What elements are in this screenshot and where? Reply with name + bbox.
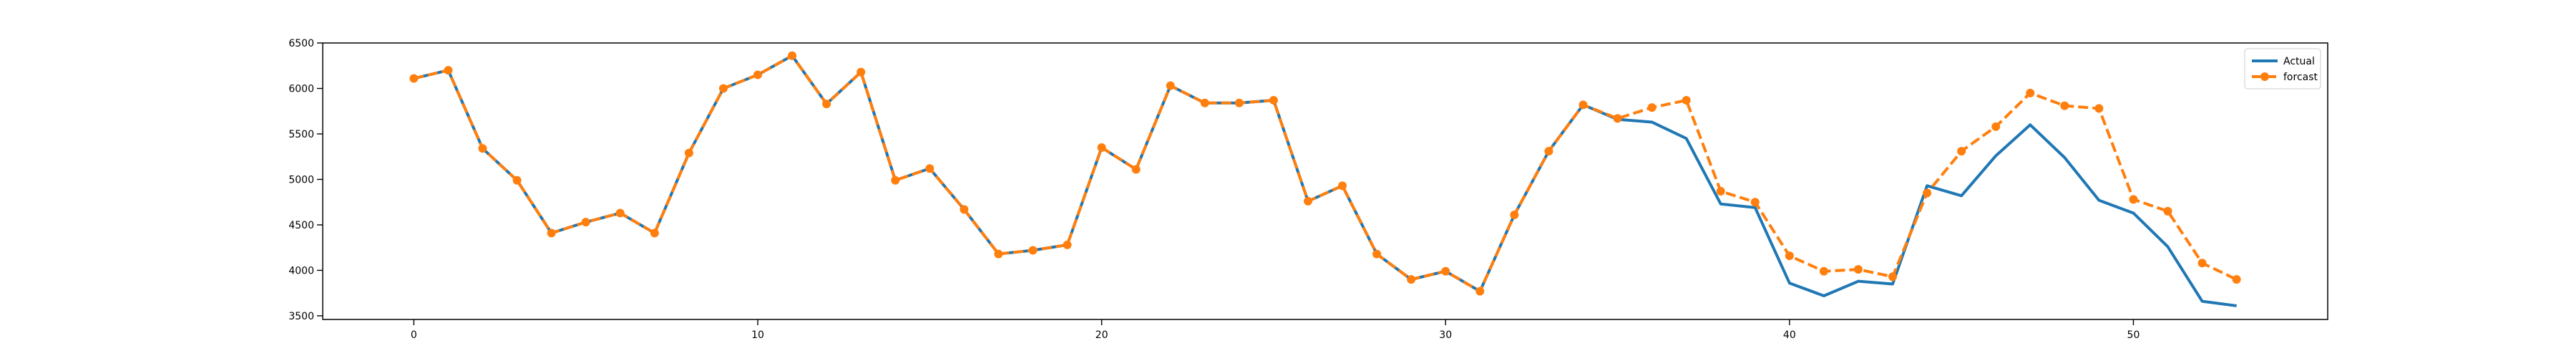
data-point-forcast: [2060, 101, 2069, 110]
data-point-forcast: [960, 205, 969, 214]
data-point-forcast: [1579, 100, 1588, 110]
data-point-forcast: [1269, 95, 1278, 105]
data-point-forcast: [684, 148, 693, 158]
data-point-forcast: [1923, 188, 1932, 198]
data-point-forcast: [788, 51, 797, 60]
data-point-forcast: [1682, 95, 1691, 105]
data-point-forcast: [1441, 266, 1450, 276]
data-point-forcast: [1303, 196, 1312, 206]
data-point-forcast: [994, 249, 1003, 259]
data-point-forcast: [2129, 195, 2138, 204]
data-point-forcast: [1200, 98, 1209, 107]
plot-frame: [322, 42, 2328, 320]
data-point-forcast: [547, 228, 556, 238]
data-point-forcast: [857, 67, 866, 77]
x-tick-label: 10: [751, 329, 764, 341]
data-point-forcast: [1819, 266, 1828, 276]
data-point-forcast: [2026, 88, 2035, 97]
data-point-forcast: [650, 228, 659, 238]
plot-series: [409, 51, 2241, 307]
data-point-forcast: [2232, 275, 2241, 284]
data-point-forcast: [409, 74, 419, 83]
data-point-forcast: [2094, 104, 2104, 113]
legend-label-actual: Actual: [2283, 56, 2315, 67]
data-point-forcast: [1991, 122, 2001, 131]
y-tick-label: 5500: [288, 129, 314, 140]
legend: Actual forcast: [2244, 48, 2321, 90]
data-point-forcast: [1957, 147, 1966, 156]
data-point-forcast: [1785, 251, 1794, 261]
data-point-forcast: [2197, 259, 2207, 268]
y-tick-label: 6500: [288, 38, 314, 49]
data-point-forcast: [1063, 240, 1072, 249]
x-tick-label: 30: [1439, 329, 1452, 341]
data-point-forcast: [1475, 287, 1485, 296]
y-tick-label: 6000: [288, 83, 314, 95]
legend-label-forcast: forcast: [2283, 72, 2318, 83]
data-point-forcast: [581, 218, 590, 227]
x-tick-label: 50: [2127, 329, 2140, 341]
data-point-forcast: [753, 70, 762, 80]
data-point-forcast: [1407, 275, 1416, 284]
data-point-forcast: [1234, 98, 1244, 107]
data-point-forcast: [1338, 181, 1347, 191]
data-point-forcast: [444, 66, 453, 75]
x-tick-label: 20: [1096, 329, 1108, 341]
data-point-forcast: [1613, 114, 1622, 123]
data-point-forcast: [1853, 265, 1863, 274]
data-point-forcast: [615, 208, 625, 218]
axes-frame: [322, 42, 2328, 320]
data-point-forcast: [822, 100, 831, 109]
data-point-forcast: [925, 164, 935, 173]
data-point-forcast: [1097, 143, 1106, 153]
data-point-forcast: [1716, 186, 1725, 196]
data-point-forcast: [1647, 103, 1657, 112]
data-point-forcast: [718, 84, 728, 93]
x-tick-label: 0: [411, 329, 417, 341]
data-point-forcast: [1372, 249, 1382, 259]
data-point-forcast: [1028, 246, 1038, 255]
data-point-forcast: [1166, 81, 1175, 90]
data-point-forcast: [1750, 198, 1760, 207]
series-line-forcast: [413, 54, 2238, 293]
data-point-forcast: [1888, 272, 1898, 281]
data-point-forcast: [1544, 147, 1553, 156]
data-point-forcast: [512, 175, 522, 185]
data-point-forcast: [478, 144, 487, 153]
data-point-forcast: [1510, 210, 1519, 219]
data-point-forcast: [891, 175, 900, 185]
data-point-forcast: [2163, 206, 2172, 216]
legend-marker-forcast: [2260, 72, 2269, 81]
y-tick-label: 3500: [288, 311, 314, 322]
data-point-forcast: [1131, 165, 1141, 174]
y-tick-label: 5000: [288, 174, 314, 186]
y-tick-label: 4500: [288, 220, 314, 231]
y-tick-label: 4000: [288, 265, 314, 276]
axes: 0 10 20 30 40 50 3500 4000 4500 5000 5500 6000 6500: [288, 38, 2140, 341]
x-tick-label: 40: [1783, 329, 1796, 341]
